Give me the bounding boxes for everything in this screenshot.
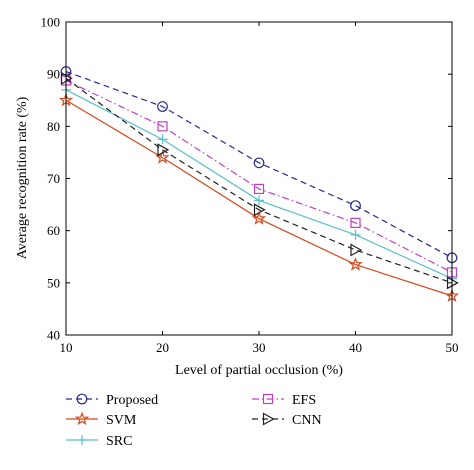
legend-item-efs: EFS bbox=[252, 393, 316, 408]
x-tick-label: 30 bbox=[253, 340, 266, 355]
legend: Proposed SVM SRC EFS CNN bbox=[66, 393, 322, 449]
y-axis-label: Average recognition rate (%) bbox=[15, 96, 30, 259]
y-tick-label: 90 bbox=[47, 67, 60, 82]
data-point bbox=[157, 101, 168, 112]
series-line bbox=[65, 99, 453, 297]
data-point bbox=[253, 183, 265, 195]
y-tick-label: 50 bbox=[47, 275, 60, 290]
legend-label: SVM bbox=[106, 413, 137, 428]
legend-marker bbox=[262, 412, 275, 426]
legend-label: Proposed bbox=[106, 393, 158, 408]
x-tick-label: 50 bbox=[446, 340, 459, 355]
legend-item-svm: SVM bbox=[66, 411, 137, 428]
series-line bbox=[65, 77, 453, 284]
x-tick-label: 20 bbox=[156, 340, 169, 355]
legend-label: SRC bbox=[106, 434, 132, 449]
data-point bbox=[251, 211, 267, 225]
y-tick-label: 40 bbox=[47, 328, 60, 343]
legend-label: CNN bbox=[292, 413, 322, 428]
y-tick-label: 70 bbox=[47, 171, 60, 186]
legend-item-cnn: CNN bbox=[252, 412, 322, 428]
y-tick-label: 60 bbox=[47, 223, 60, 238]
series-line bbox=[65, 70, 453, 259]
plot-frame bbox=[65, 21, 453, 336]
series-line bbox=[65, 79, 453, 273]
y-tick-label: 100 bbox=[41, 15, 61, 30]
data-point bbox=[157, 134, 168, 145]
data-point bbox=[157, 121, 168, 132]
x-axis-label: Level of partial occlusion (%) bbox=[175, 363, 343, 378]
x-tick-label: 10 bbox=[60, 340, 73, 355]
legend-label: EFS bbox=[292, 393, 316, 408]
y-tick-label: 80 bbox=[47, 119, 60, 134]
data-point bbox=[350, 229, 361, 240]
axes: 10 20 30 40 50 40 50 60 70 80 90 100 bbox=[41, 15, 459, 356]
data-point bbox=[253, 157, 265, 169]
data-point bbox=[350, 200, 361, 212]
plot-area bbox=[58, 66, 460, 302]
legend-marker bbox=[262, 393, 274, 405]
data-point bbox=[254, 195, 264, 206]
legend-marker bbox=[74, 411, 90, 426]
data-point bbox=[157, 143, 170, 157]
data-point bbox=[253, 203, 266, 217]
legend-item-src: SRC bbox=[66, 434, 132, 449]
legend-marker bbox=[76, 393, 88, 405]
data-point bbox=[348, 257, 363, 271]
series-svm bbox=[58, 92, 460, 302]
series-efs bbox=[60, 75, 458, 278]
data-point bbox=[350, 217, 361, 228]
legend-marker bbox=[77, 435, 87, 445]
x-tick-label: 40 bbox=[349, 340, 362, 355]
legend-item-proposed: Proposed bbox=[66, 393, 158, 408]
series-proposed bbox=[60, 66, 458, 264]
data-point bbox=[350, 243, 363, 257]
series-cnn bbox=[60, 71, 459, 290]
